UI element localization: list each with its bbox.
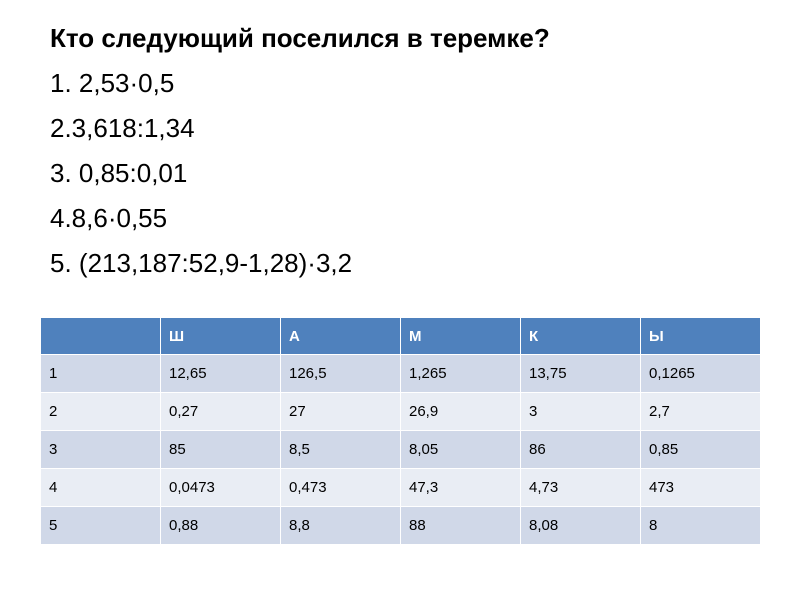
table-cell: 8,8: [280, 506, 401, 545]
header-cell-a: А: [280, 317, 401, 355]
header-cell-y: Ы: [640, 317, 761, 355]
row-number-cell: 4: [40, 468, 161, 507]
question-block: Кто следующий поселился в теремке? 1. 2,…: [50, 16, 550, 286]
table-cell: 13,75: [520, 354, 641, 393]
row-number-cell: 2: [40, 392, 161, 431]
header-cell-k: К: [520, 317, 641, 355]
question-title: Кто следующий поселился в теремке?: [50, 23, 550, 53]
table-cell: 4,73: [520, 468, 641, 507]
task-item-3: 3. 0,85:0,01: [50, 158, 188, 188]
table-cell: 2,7: [640, 392, 761, 431]
table-cell: 8,05: [400, 430, 521, 469]
table-cell: 85: [160, 430, 281, 469]
task-item-2: 2.3,618:1,34: [50, 113, 195, 143]
table-cell: 473: [640, 468, 761, 507]
table-cell: 1,265: [400, 354, 521, 393]
table-cell: 0,88: [160, 506, 281, 545]
answer-table: Ш А М К Ы 1 12,65 126,5 1,265 13,75 0,12…: [40, 317, 761, 545]
table-cell: 126,5: [280, 354, 401, 393]
table-cell: 0,27: [160, 392, 281, 431]
table-cell: 0,1265: [640, 354, 761, 393]
table-row: 5 0,88 8,8 88 8,08 8: [40, 506, 761, 545]
table-cell: 27: [280, 392, 401, 431]
table-cell: 47,3: [400, 468, 521, 507]
task-item-4: 4.8,6·0,55: [50, 203, 168, 233]
row-number-cell: 1: [40, 354, 161, 393]
table-row: 4 0,0473 0,473 47,3 4,73 473: [40, 468, 761, 507]
table-cell: 26,9: [400, 392, 521, 431]
table-cell: 8: [640, 506, 761, 545]
table-cell: 88: [400, 506, 521, 545]
table-cell: 12,65: [160, 354, 281, 393]
table-cell: 86: [520, 430, 641, 469]
table-cell: 8,08: [520, 506, 641, 545]
header-cell-corner: [40, 317, 161, 355]
table-row: 2 0,27 27 26,9 3 2,7: [40, 392, 761, 431]
table-header-row: Ш А М К Ы: [40, 317, 761, 355]
table-row: 3 85 8,5 8,05 86 0,85: [40, 430, 761, 469]
table-cell: 0,473: [280, 468, 401, 507]
table-cell: 8,5: [280, 430, 401, 469]
table-cell: 0,85: [640, 430, 761, 469]
table-cell: 0,0473: [160, 468, 281, 507]
task-item-1: 1. 2,53·0,5: [50, 68, 175, 98]
row-number-cell: 3: [40, 430, 161, 469]
row-number-cell: 5: [40, 506, 161, 545]
task-item-5: 5. (213,187:52,9-1,28)·3,2: [50, 248, 353, 278]
table-cell: 3: [520, 392, 641, 431]
table-row: 1 12,65 126,5 1,265 13,75 0,1265: [40, 354, 761, 393]
header-cell-m: М: [400, 317, 521, 355]
header-cell-sh: Ш: [160, 317, 281, 355]
